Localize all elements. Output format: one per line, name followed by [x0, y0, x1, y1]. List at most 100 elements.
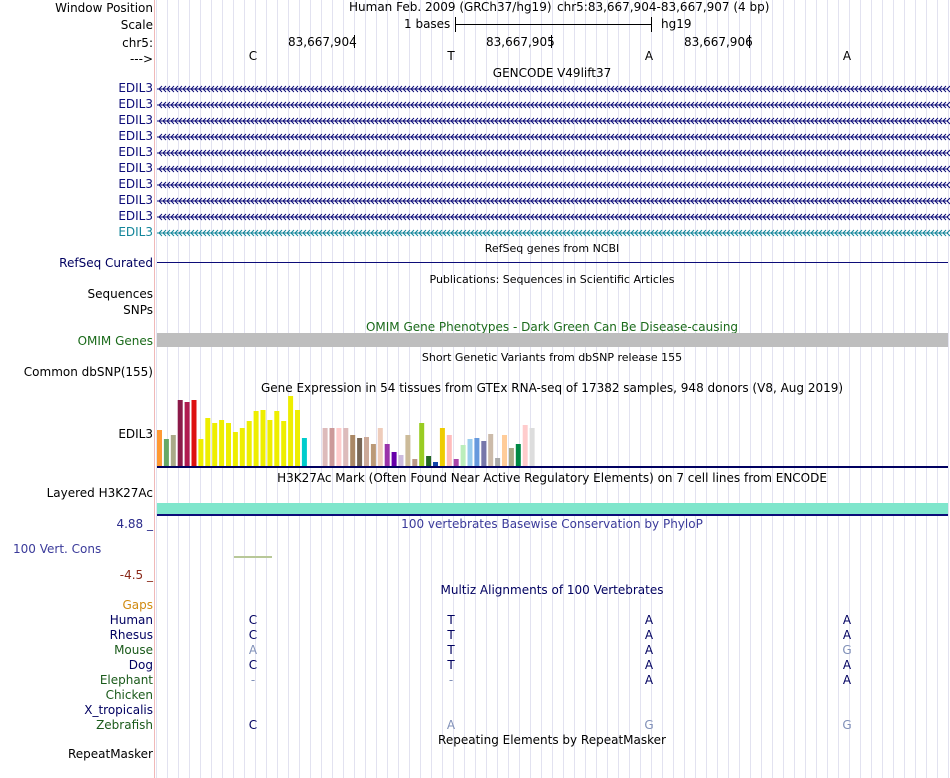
gtex-tissue-bar[interactable] — [433, 462, 438, 466]
gtex-tissue-bar[interactable] — [426, 456, 432, 466]
gencode-transcript-line[interactable] — [157, 196, 950, 206]
species-label[interactable]: X_tropicalis — [84, 703, 153, 717]
omim-phenotype-bar[interactable] — [157, 333, 948, 347]
gtex-tissue-bar[interactable] — [405, 435, 411, 466]
gencode-transcript-label[interactable]: EDIL3 — [118, 209, 153, 223]
gtex-tissue-bar[interactable] — [329, 428, 335, 466]
gtex-tissue-bar[interactable] — [398, 455, 404, 466]
species-label[interactable]: Elephant — [99, 673, 153, 687]
gencode-transcript-label[interactable]: EDIL3 — [118, 225, 153, 239]
guide-line — [365, 0, 366, 778]
sequences-track-label[interactable]: Sequences — [87, 287, 153, 301]
h3k27ac-track-title: H3K27Ac Mark (Often Found Near Active Re… — [277, 471, 827, 485]
gencode-transcript-line[interactable] — [157, 132, 950, 142]
gtex-tissue-bar[interactable] — [184, 402, 190, 466]
gtex-tissue-bar[interactable] — [495, 458, 501, 466]
gtex-tissue-bar[interactable] — [267, 420, 273, 466]
gtex-tissue-bar[interactable] — [439, 428, 445, 466]
gtex-tissue-bar[interactable] — [343, 428, 349, 466]
gtex-tissue-bar[interactable] — [391, 452, 397, 466]
gtex-track-label[interactable]: EDIL3 — [118, 427, 153, 441]
gtex-tissue-bar[interactable] — [364, 437, 369, 466]
gencode-transcript-line[interactable] — [157, 212, 950, 222]
species-label[interactable]: Dog — [128, 658, 153, 672]
gencode-transcript-line[interactable] — [157, 84, 950, 94]
gtex-tissue-bar[interactable] — [481, 441, 487, 466]
gencode-transcript-label[interactable]: EDIL3 — [118, 161, 153, 175]
gtex-tissue-bar[interactable] — [163, 439, 169, 466]
gencode-transcript-label[interactable]: EDIL3 — [118, 97, 153, 111]
gencode-transcript-label[interactable]: EDIL3 — [118, 81, 153, 95]
gtex-tissue-bar[interactable] — [281, 421, 287, 466]
species-label[interactable]: Human — [109, 613, 153, 627]
refseq-gene-line[interactable] — [157, 262, 948, 263]
gtex-tissue-bar[interactable] — [212, 423, 218, 466]
gtex-tissue-bar[interactable] — [488, 434, 494, 466]
gencode-transcript-label[interactable]: EDIL3 — [118, 193, 153, 207]
conservation-track-label[interactable]: 100 Vert. Cons — [13, 542, 102, 556]
gtex-tissue-bar[interactable] — [177, 400, 183, 466]
gtex-tissue-bar[interactable] — [412, 459, 418, 466]
gtex-tissue-bar[interactable] — [226, 423, 231, 466]
gtex-tissue-bar[interactable] — [198, 439, 204, 466]
gtex-tissue-bar[interactable] — [191, 400, 197, 466]
conservation-signal[interactable] — [234, 556, 272, 558]
gtex-tissue-bar[interactable] — [522, 425, 528, 466]
gtex-tissue-bar[interactable] — [219, 420, 225, 466]
gtex-tissue-bar[interactable] — [529, 428, 535, 466]
species-label[interactable]: Mouse — [114, 643, 153, 657]
gtex-tissue-bar[interactable] — [288, 396, 294, 466]
gtex-tissue-bar[interactable] — [515, 444, 521, 466]
gtex-tissue-bar[interactable] — [301, 438, 307, 466]
gtex-tissue-bar[interactable] — [232, 432, 238, 466]
gtex-tissue-bar[interactable] — [253, 411, 259, 466]
gtex-tissue-bar[interactable] — [446, 435, 452, 466]
refseq-track-label[interactable]: RefSeq Curated — [59, 256, 153, 270]
gencode-transcript-line[interactable] — [157, 116, 950, 126]
gtex-tissue-bar[interactable] — [322, 428, 328, 466]
h3k27ac-signal-bar[interactable] — [157, 503, 948, 514]
species-label[interactable]: Zebrafish — [96, 718, 153, 732]
gtex-tissue-bar[interactable] — [384, 444, 390, 466]
gtex-tissue-bar[interactable] — [357, 438, 363, 466]
gtex-tissue-bar[interactable] — [205, 418, 211, 466]
gencode-transcript-label[interactable]: EDIL3 — [118, 129, 153, 143]
gtex-tissue-bar[interactable] — [508, 448, 514, 466]
snps-track-label[interactable]: SNPs — [123, 303, 153, 317]
gtex-tissue-bar[interactable] — [502, 435, 507, 466]
gtex-tissue-bar[interactable] — [467, 439, 473, 466]
gtex-tissue-bar[interactable] — [170, 435, 176, 466]
gencode-transcript-line[interactable] — [157, 180, 950, 190]
species-label[interactable]: Rhesus — [109, 628, 153, 642]
gtex-tissue-bar[interactable] — [419, 423, 425, 466]
gencode-transcript-label[interactable]: EDIL3 — [118, 177, 153, 191]
gtex-tissue-bar[interactable] — [336, 428, 342, 466]
h3k27ac-track-label[interactable]: Layered H3K27Ac — [46, 486, 153, 500]
gtex-tissue-bar[interactable] — [157, 430, 162, 466]
gencode-transcript-label[interactable]: EDIL3 — [118, 145, 153, 159]
omim-track-label[interactable]: OMIM Genes — [77, 334, 153, 348]
guide-line — [431, 0, 432, 778]
gtex-tissue-bar[interactable] — [370, 444, 376, 466]
gencode-transcript-line[interactable] — [157, 228, 950, 238]
gtex-tissue-bar[interactable] — [295, 410, 300, 466]
repeatmasker-track-label[interactable]: RepeatMasker — [67, 747, 153, 761]
gtex-tissue-bar[interactable] — [274, 411, 280, 466]
guide-line — [596, 0, 597, 778]
dbsnp-track-label[interactable]: Common dbSNP(155) — [23, 365, 153, 379]
gtex-tissue-bar[interactable] — [474, 438, 480, 466]
gtex-tissue-bar[interactable] — [377, 428, 383, 466]
species-label[interactable]: Chicken — [105, 688, 153, 702]
gencode-transcript-label[interactable]: EDIL3 — [118, 113, 153, 127]
gencode-transcript-line[interactable] — [157, 164, 950, 174]
gtex-tissue-bar[interactable] — [239, 428, 245, 466]
gtex-tissue-bar[interactable] — [260, 410, 266, 466]
gtex-tissue-bar[interactable] — [350, 435, 356, 466]
gtex-tissue-bar[interactable] — [453, 459, 459, 466]
gencode-transcript-line[interactable] — [157, 148, 950, 158]
gtex-tissue-bar[interactable] — [246, 421, 252, 466]
gtex-tissue-bar[interactable] — [460, 445, 466, 466]
gencode-transcript-line[interactable] — [157, 100, 950, 110]
